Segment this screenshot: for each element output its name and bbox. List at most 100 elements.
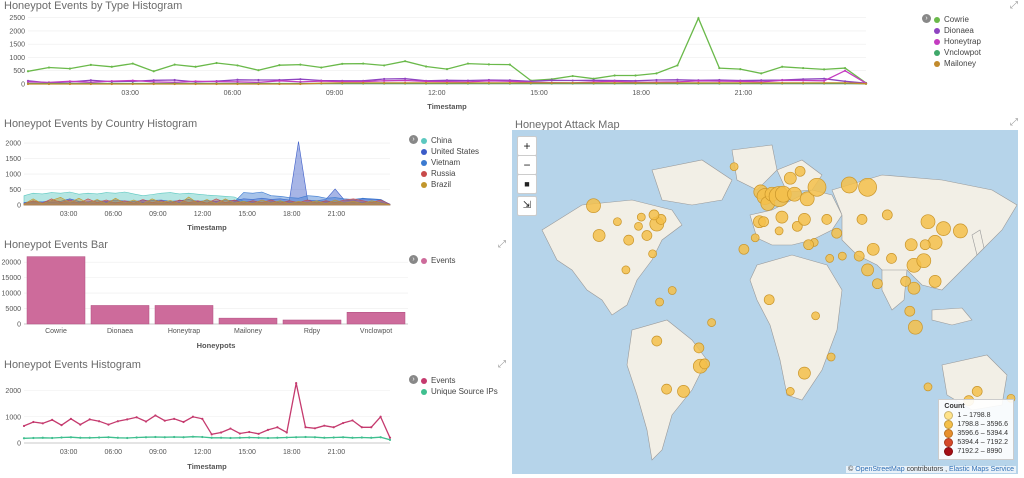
attack-bubble[interactable]	[656, 298, 664, 306]
attack-bubble[interactable]	[649, 250, 657, 258]
attack-bubble[interactable]	[972, 386, 982, 396]
attack-bubble[interactable]	[775, 227, 783, 235]
attack-bubble[interactable]	[862, 264, 874, 276]
attack-bubble[interactable]	[908, 320, 922, 334]
zoom-out-button[interactable]: −	[517, 155, 537, 175]
attack-bubble[interactable]	[776, 211, 788, 223]
attack-bubble[interactable]	[700, 359, 710, 369]
line-cowrie[interactable]	[28, 18, 866, 83]
attack-bubble[interactable]	[937, 222, 951, 236]
attack-bubble[interactable]	[924, 383, 932, 391]
attack-bubble[interactable]	[678, 385, 690, 397]
legend-toggle-icon[interactable]: ›	[409, 255, 418, 264]
ems-link[interactable]: Elastic Maps Service	[949, 466, 1014, 473]
fit-bounds-button[interactable]: ⇲	[517, 196, 537, 216]
attack-bubble[interactable]	[826, 254, 834, 262]
legend-toggle-icon[interactable]: ›	[409, 375, 418, 384]
legend-toggle-icon[interactable]: ›	[922, 14, 931, 23]
attack-bubble[interactable]	[905, 239, 917, 251]
attack-bubble[interactable]	[593, 230, 605, 242]
attack-bubble[interactable]	[798, 213, 810, 225]
attack-bubble[interactable]	[832, 228, 842, 238]
bar-dionaea[interactable]	[91, 305, 149, 324]
legend-label: Vnclowpot	[944, 48, 981, 57]
bar-honeytrap[interactable]	[155, 305, 213, 324]
attack-bubble[interactable]	[857, 214, 867, 224]
expand-icon[interactable]: ⤢	[1010, 117, 1018, 128]
draw-rectangle-button[interactable]: ■	[517, 174, 537, 194]
attack-bubble[interactable]	[921, 215, 935, 229]
attack-bubble[interactable]	[841, 177, 857, 193]
attack-bubble[interactable]	[928, 235, 942, 249]
attack-bubble[interactable]	[649, 210, 659, 220]
attack-bubble[interactable]	[624, 235, 634, 245]
legend-item-brazil[interactable]: Brazil	[421, 179, 479, 190]
bar-vnclowpot[interactable]	[347, 312, 405, 324]
attack-bubble[interactable]	[953, 224, 967, 238]
attack-bubble[interactable]	[795, 166, 805, 176]
attack-bubble[interactable]	[838, 252, 846, 260]
attack-bubble[interactable]	[730, 163, 738, 171]
attack-bubble[interactable]	[694, 343, 704, 353]
attack-bubble[interactable]	[867, 243, 879, 255]
legend-item-cowrie[interactable]: Cowrie	[934, 14, 981, 25]
attack-bubble[interactable]	[859, 178, 877, 196]
attack-bubble[interactable]	[637, 213, 645, 221]
attack-bubble[interactable]	[662, 384, 672, 394]
legend-item-honeytrap[interactable]: Honeytrap	[934, 36, 981, 47]
attack-bubble[interactable]	[827, 353, 835, 361]
expand-icon[interactable]: ⤢	[498, 239, 506, 250]
legend-toggle-icon[interactable]: ›	[409, 135, 418, 144]
legend-item-russia[interactable]: Russia	[421, 168, 479, 179]
attack-bubble[interactable]	[708, 319, 716, 327]
legend-item-dionaea[interactable]: Dionaea	[934, 25, 981, 36]
attack-bubble[interactable]	[822, 214, 832, 224]
attack-bubble[interactable]	[872, 279, 882, 289]
line-unique-source-ips[interactable]	[24, 437, 390, 440]
attack-bubble[interactable]	[759, 217, 769, 227]
attack-bubble[interactable]	[905, 306, 915, 316]
attack-bubble[interactable]	[804, 240, 814, 250]
attack-bubble[interactable]	[920, 240, 930, 250]
expand-icon[interactable]: ⤢	[1010, 0, 1018, 11]
attack-bubble[interactable]	[786, 387, 794, 395]
attack-bubble[interactable]	[739, 244, 749, 254]
legend-item-vnclowpot[interactable]: Vnclowpot	[934, 47, 981, 58]
legend-item-united-states[interactable]: United States	[421, 146, 479, 157]
attack-bubble[interactable]	[788, 187, 802, 201]
attack-bubble[interactable]	[929, 275, 941, 287]
attack-bubble[interactable]	[642, 231, 652, 241]
attack-bubble[interactable]	[652, 336, 662, 346]
attack-bubble[interactable]	[887, 253, 897, 263]
attack-bubble[interactable]	[668, 287, 676, 295]
attack-bubble[interactable]	[784, 172, 796, 184]
legend-item-china[interactable]: China	[421, 135, 479, 146]
legend-item-mailoney[interactable]: Mailoney	[934, 58, 981, 69]
osm-link[interactable]: OpenStreetMap	[855, 466, 904, 473]
bar-cowrie[interactable]	[27, 257, 85, 324]
attack-bubble[interactable]	[635, 222, 643, 230]
attack-bubble[interactable]	[812, 312, 820, 320]
attack-bubble[interactable]	[751, 234, 759, 242]
attack-bubble[interactable]	[798, 367, 810, 379]
bar-rdpy[interactable]	[283, 320, 341, 324]
zoom-in-button[interactable]: +	[517, 136, 537, 156]
attack-bubble[interactable]	[882, 210, 892, 220]
legend-item-events[interactable]: Events	[421, 375, 498, 386]
line-events[interactable]	[24, 383, 390, 438]
attack-bubble[interactable]	[908, 282, 920, 294]
expand-icon[interactable]: ⤢	[498, 359, 506, 370]
legend-item-unique-source-ips[interactable]: Unique Source IPs	[421, 386, 498, 397]
legend-item-vietnam[interactable]: Vietnam	[421, 157, 479, 168]
attack-bubble[interactable]	[613, 218, 621, 226]
attack-bubble[interactable]	[808, 178, 826, 196]
attack-bubble[interactable]	[587, 199, 601, 213]
attack-bubble[interactable]	[854, 251, 864, 261]
bar-mailoney[interactable]	[219, 318, 277, 324]
attack-bubble[interactable]	[764, 295, 774, 305]
point-cowrie	[425, 65, 427, 67]
attack-bubble[interactable]	[917, 254, 931, 268]
legend-item-events[interactable]: Events	[421, 255, 455, 266]
attack-bubble[interactable]	[622, 266, 630, 274]
